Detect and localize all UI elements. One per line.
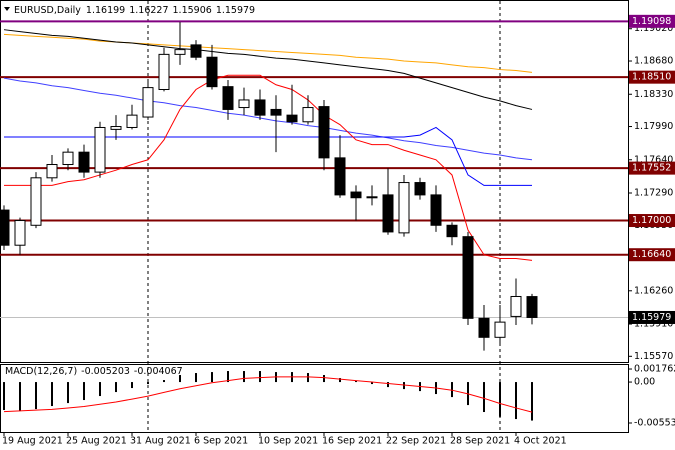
x-tick-label: 6 Sep 2021 — [194, 436, 248, 447]
x-tick-label: 19 Aug 2021 — [2, 436, 63, 447]
candle-body — [30, 177, 42, 226]
candle-body — [382, 194, 394, 233]
x-tick-label: 25 Aug 2021 — [66, 436, 127, 447]
open: 1.16199 — [86, 5, 125, 16]
candle-body — [318, 106, 330, 159]
y-tick-label: 1.17640 — [634, 154, 673, 165]
candle-body — [494, 321, 506, 338]
indicator-line — [3, 29, 533, 110]
chart-header: EURUSD,Daily 1.16199 1.16227 1.15906 1.15979 — [14, 5, 255, 16]
candle-body — [238, 99, 250, 109]
candle-body — [286, 114, 298, 123]
indicator-line — [4, 74, 533, 261]
level-label-bg — [629, 214, 675, 228]
close: 1.15979 — [216, 5, 255, 16]
main-frame — [0, 0, 629, 363]
candle-body — [62, 151, 74, 166]
y-tick-label: -0.005534 — [634, 418, 675, 429]
y-tick-label: 0.00 — [634, 377, 655, 388]
y-tick-label: 1.15570 — [634, 351, 673, 362]
candle-body — [222, 86, 234, 110]
low: 1.15906 — [173, 5, 212, 16]
candle-body — [478, 317, 490, 338]
y-tick-label: 0.001762 — [634, 364, 675, 375]
level-label-bg — [629, 248, 675, 262]
candle-body — [78, 151, 90, 173]
candle-body — [46, 164, 58, 179]
macd-signal: -0.004067 — [134, 366, 183, 377]
y-tick-label: 1.18680 — [634, 56, 673, 67]
candle-body — [254, 99, 266, 116]
x-tick-label: 28 Sep 2021 — [450, 436, 510, 447]
level-label: 1.18510 — [632, 72, 671, 83]
y-tick-label: 1.16260 — [634, 285, 673, 296]
price-label: 1.15979 — [632, 312, 671, 323]
level-label-bg — [629, 14, 675, 28]
candle-body — [430, 194, 442, 226]
candle-body — [126, 114, 138, 128]
indicator-line — [3, 33, 533, 73]
candle-body — [142, 87, 154, 118]
candle-body — [190, 44, 202, 58]
level-label: 1.16640 — [632, 249, 671, 260]
candle-body — [14, 220, 26, 246]
macd-title: MACD(12,26,7) — [5, 366, 77, 377]
x-tick-label: 4 Oct 2021 — [514, 436, 567, 447]
level-label: 1.17000 — [632, 215, 671, 226]
candle-body — [158, 53, 170, 91]
candle-body — [206, 56, 218, 88]
y-tick-label: 1.19020 — [634, 23, 673, 34]
candle-body — [366, 196, 378, 199]
candle-body — [398, 182, 410, 234]
high: 1.16227 — [129, 5, 168, 16]
level-label-bg — [629, 70, 675, 84]
y-tick-label: 1.17990 — [634, 121, 673, 132]
x-tick-label: 22 Sep 2021 — [386, 436, 446, 447]
indicator-line — [4, 126, 532, 186]
candle-body — [334, 157, 346, 196]
x-tick-label: 31 Aug 2021 — [130, 436, 191, 447]
y-tick-label: 1.15910 — [634, 319, 673, 330]
level-label: 1.19098 — [632, 16, 671, 27]
candle-body — [94, 126, 106, 173]
symbol: EURUSD,Daily — [14, 5, 81, 16]
candle-body — [0, 209, 10, 246]
candle-body — [350, 191, 362, 199]
y-tick-label: 1.17290 — [634, 187, 673, 198]
candle-body — [526, 296, 538, 318]
macd-header: MACD(12,26,7) -0.005203 -0.004067 — [5, 366, 183, 377]
level-label-bg — [629, 161, 675, 175]
candle-body — [510, 295, 522, 317]
candle-body — [174, 49, 186, 55]
macd-main: -0.005203 — [81, 366, 130, 377]
candle-body — [446, 224, 458, 238]
y-tick-label: 1.18330 — [634, 89, 673, 100]
candle-body — [110, 126, 122, 130]
candle-body — [462, 236, 474, 319]
candle-body — [270, 108, 282, 116]
price-label-bg — [629, 310, 675, 324]
x-tick-label: 10 Sep 2021 — [258, 436, 318, 447]
x-tick-label: 16 Sep 2021 — [322, 436, 382, 447]
signal-line — [3, 376, 533, 413]
level-label: 1.17552 — [632, 163, 671, 174]
menu-icon[interactable] — [4, 7, 10, 11]
macd-frame — [0, 364, 629, 433]
indicator-line — [3, 77, 533, 161]
candle-body — [414, 182, 426, 196]
candle-body — [302, 107, 314, 123]
